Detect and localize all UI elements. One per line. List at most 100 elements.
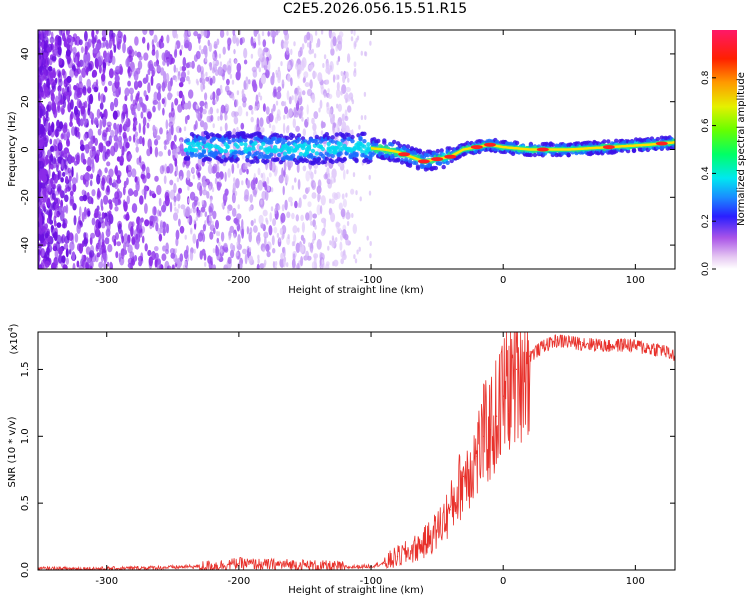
band-cell — [279, 133, 284, 139]
band-cell — [316, 157, 321, 162]
noise-speckle — [243, 59, 248, 65]
noise-speckle — [248, 105, 253, 111]
noise-speckle — [300, 234, 304, 241]
noise-speckle — [250, 36, 254, 47]
noise-speckle-faint — [345, 98, 348, 104]
noise-speckle — [60, 205, 64, 217]
noise-speckle — [353, 61, 357, 68]
noise-speckle — [249, 227, 253, 235]
noise-speckle — [105, 127, 109, 133]
noise-speckle — [134, 131, 139, 138]
snr-plot-area — [38, 332, 675, 570]
noise-speckle — [305, 170, 311, 182]
noise-speckle — [72, 262, 76, 269]
noise-speckle — [78, 81, 83, 90]
noise-speckle — [50, 78, 56, 87]
noise-speckle — [267, 60, 271, 72]
noise-speckle — [141, 235, 145, 244]
noise-speckle — [63, 147, 69, 154]
noise-speckle-faint — [231, 79, 235, 85]
noise-speckle-faint — [190, 229, 193, 235]
band-cell — [346, 132, 351, 138]
noise-speckle — [281, 100, 285, 107]
noise-speckle — [311, 261, 317, 269]
band-cell — [199, 136, 205, 141]
band-cell — [362, 144, 367, 149]
noise-speckle — [108, 68, 114, 79]
band-cell — [602, 139, 607, 144]
noise-speckle — [42, 68, 47, 80]
band-cell — [239, 138, 244, 143]
noise-speckle — [286, 90, 290, 101]
noise-speckle-faint — [208, 186, 212, 191]
noise-speckle — [169, 201, 173, 213]
band-cell — [263, 136, 268, 141]
noise-speckle — [321, 217, 327, 224]
band-cell — [417, 148, 423, 153]
noise-speckle — [64, 156, 68, 162]
noise-speckle-faint — [216, 231, 219, 236]
noise-speckle-faint — [328, 198, 332, 204]
noise-speckle — [47, 149, 52, 158]
noise-speckle-faint — [174, 185, 177, 191]
noise-speckle — [138, 227, 143, 238]
noise-speckle — [222, 192, 228, 204]
noise-speckle — [69, 190, 74, 197]
noise-speckle — [42, 187, 47, 197]
noise-speckle — [262, 39, 267, 48]
noise-speckle — [40, 30, 44, 41]
noise-speckle — [89, 250, 95, 258]
noise-speckle-faint — [276, 232, 280, 238]
noise-speckle — [126, 195, 130, 205]
noise-speckle — [294, 93, 298, 104]
noise-speckle-faint — [257, 103, 260, 109]
noise-speckle — [181, 65, 187, 72]
noise-speckle — [38, 76, 41, 84]
colorbar-label: Normalized spectral amplitude — [736, 72, 747, 226]
snr-point — [482, 435, 484, 437]
noise-speckle — [150, 75, 154, 86]
noise-speckle-faint — [208, 109, 211, 115]
noise-speckle — [271, 235, 275, 246]
noise-speckle — [117, 41, 121, 51]
noise-speckle-faint — [327, 245, 330, 251]
band-cell — [358, 137, 363, 142]
noise-speckle — [127, 244, 133, 254]
band-cell — [205, 134, 210, 139]
noise-speckle — [240, 122, 245, 130]
noise-speckle — [175, 193, 181, 202]
band-cell — [433, 165, 438, 171]
noise-speckle — [157, 209, 160, 217]
noise-speckle-faint — [262, 127, 265, 133]
band-cell — [532, 152, 538, 158]
band-cell — [314, 134, 320, 140]
noise-speckle-faint — [296, 69, 300, 75]
noise-speckle — [87, 210, 91, 217]
noise-speckle — [87, 257, 91, 264]
noise-speckle — [339, 241, 343, 251]
noise-speckle — [232, 30, 236, 36]
noise-speckle — [139, 195, 144, 205]
noise-speckle — [125, 117, 131, 128]
noise-speckle — [43, 36, 49, 45]
noise-speckle — [227, 65, 232, 75]
noise-speckle — [288, 96, 292, 105]
noise-speckle-faint — [355, 190, 358, 196]
band-cell — [322, 159, 327, 165]
snr-point — [496, 415, 498, 417]
noise-speckle — [64, 194, 69, 203]
noise-speckle — [41, 104, 44, 110]
noise-speckle — [147, 68, 151, 76]
noise-speckle — [74, 233, 79, 243]
noise-speckle-faint — [291, 185, 294, 191]
noise-speckle-faint — [353, 68, 357, 73]
band-cell — [405, 144, 411, 149]
noise-speckle — [253, 105, 258, 111]
spectrogram-y-tick-label: 20 — [20, 95, 31, 108]
band-cell — [302, 142, 308, 147]
noise-speckle-faint — [250, 53, 254, 59]
noise-speckle-faint — [368, 190, 372, 196]
noise-speckle-faint — [257, 184, 260, 190]
noise-speckle — [197, 33, 202, 40]
noise-speckle-faint — [258, 92, 261, 98]
